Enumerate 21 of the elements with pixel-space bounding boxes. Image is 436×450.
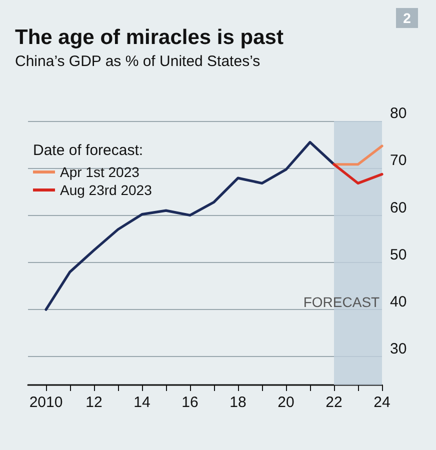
y-tick-label: 40 (390, 294, 407, 311)
y-tick-label: 60 (390, 199, 407, 216)
x-tick-label: 18 (230, 394, 246, 411)
y-tick-label: 30 (390, 340, 407, 358)
x-tick-label: 20 (278, 394, 294, 411)
x-tick-label: 22 (326, 394, 342, 411)
x-tick-label: 24 (374, 394, 390, 411)
x-tick-label: 16 (182, 394, 198, 411)
text: 2 (396, 8, 418, 28)
legend-label: Aug 23rd 2023 (60, 182, 152, 198)
x-tick-label: 12 (86, 394, 102, 411)
x-tick-label: 14 (134, 394, 150, 411)
y-tick-label: 80 (390, 105, 407, 122)
y-tick-label: 50 (390, 246, 407, 264)
y-tick-label: 70 (390, 152, 407, 170)
chart-subtitle: China’s GDP as % of United States’s (15, 53, 260, 70)
x-tick-label: 2010 (29, 394, 63, 411)
legend-title: Date of forecast: (33, 142, 144, 159)
chart-title: The age of miracles is past (15, 26, 284, 49)
band-label: FORECAST (303, 294, 380, 310)
legend-label: Apr 1st 2023 (60, 164, 140, 180)
